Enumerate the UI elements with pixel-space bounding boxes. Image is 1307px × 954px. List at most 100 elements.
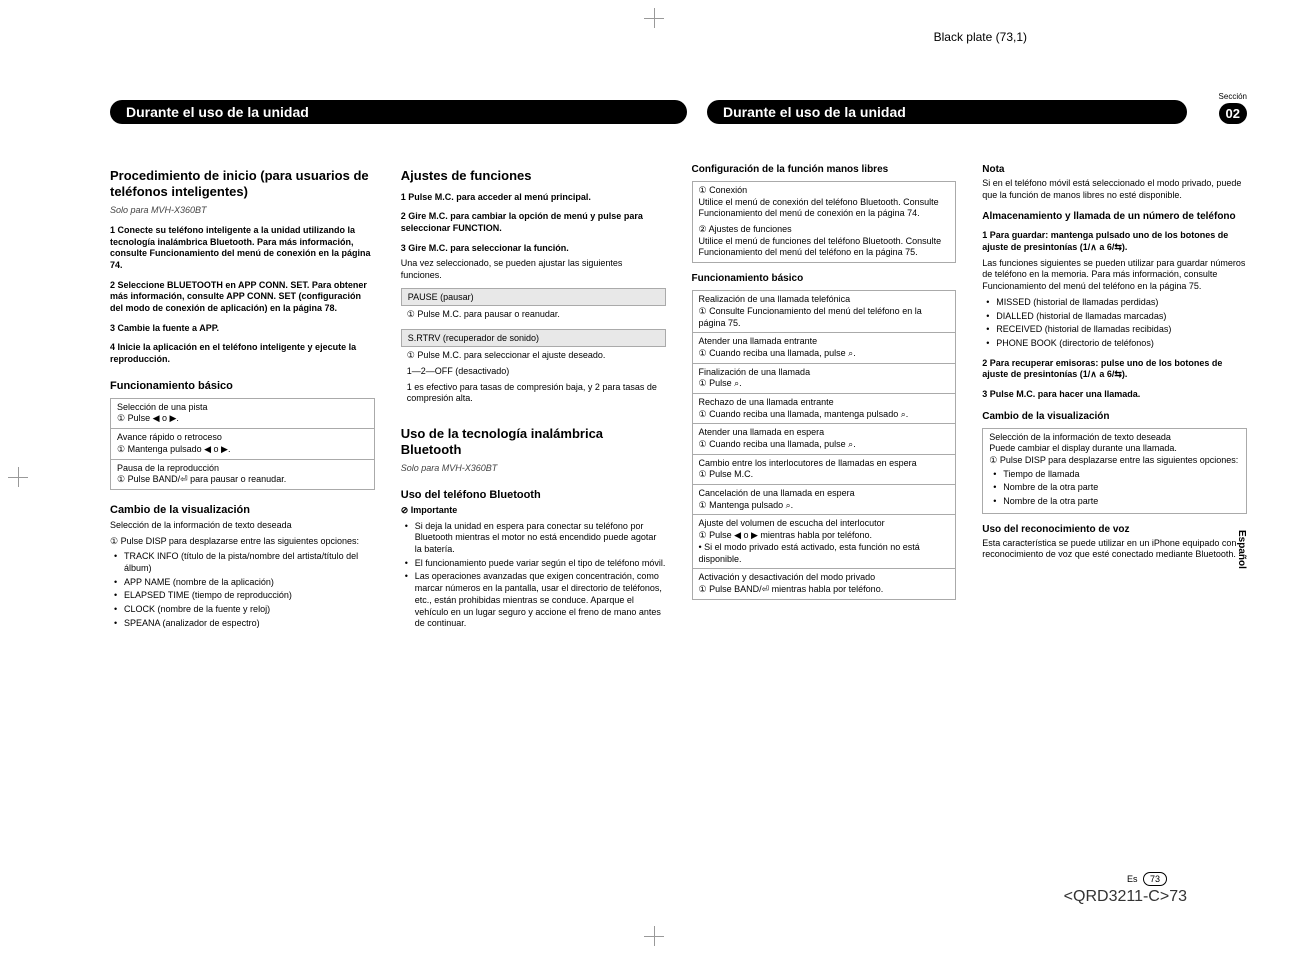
srtrv-r2: 1—2—OFF (desactivado)	[407, 366, 660, 378]
box-row: Avance rápido o retroceso ① Mantenga pul…	[111, 428, 374, 458]
op-body: ① Pulse BAND/⏎ mientras habla por teléfo…	[699, 584, 950, 596]
box-row-body: ① Pulse BAND/⏎ para pausar o reanudar.	[117, 474, 368, 486]
list-item: Tiempo de llamada	[1003, 469, 1240, 481]
col2-h2-bt: Uso de la tecnología inalámbrica Bluetoo…	[401, 426, 666, 457]
box-row-body: ① Mantenga pulsado ◀ o ▶.	[117, 444, 368, 456]
section-label-text: Sección	[1219, 92, 1247, 101]
col4-nota: Si en el teléfono móvil está seleccionad…	[982, 178, 1247, 201]
srtrv-body: ① Pulse M.C. para seleccionar el ajuste …	[401, 347, 666, 412]
list-item: CLOCK (nombre de la fuente y reloj)	[124, 604, 375, 616]
footer-pagenum: 73	[1143, 872, 1167, 886]
column-1: Procedimiento de inicio (para usuarios d…	[110, 154, 375, 632]
list-item: PHONE BOOK (directorio de teléfonos)	[996, 338, 1247, 350]
box-row: Realización de una llamada telefónica① C…	[693, 291, 956, 332]
col1-basic-box: Selección de una pista ① Pulse ◀ o ▶. Av…	[110, 398, 375, 490]
col4-h4-nota: Nota	[982, 164, 1247, 175]
header-row: Durante el uso de la unidad Durante el u…	[110, 100, 1247, 124]
list-item: SPEANA (analizador de espectro)	[124, 618, 375, 630]
srtrv-r3: 1 es efectivo para tasas de compresión b…	[407, 382, 660, 405]
col4-disp-box: Selección de la información de texto des…	[982, 428, 1247, 514]
config-box: ① Conexión Utilice el menú de conexión d…	[692, 181, 957, 263]
col1-disp-intro: Selección de la información de texto des…	[110, 520, 375, 532]
important-label: ⊘ Importante	[401, 505, 666, 517]
cfg-r2b: Utilice el menú de funciones del teléfon…	[699, 236, 950, 259]
col2-heading: Ajustes de funciones	[401, 168, 666, 184]
header-pill-right: Durante el uso de la unidad	[707, 100, 1187, 124]
col2-h3-phone: Uso del teléfono Bluetooth	[401, 489, 666, 501]
col1-step1: 1 Conecte su teléfono inteligente a la u…	[110, 225, 375, 272]
header-pill-left: Durante el uso de la unidad	[110, 100, 687, 124]
col1-step2: 2 Seleccione BLUETOOTH en APP CONN. SET.…	[110, 280, 375, 315]
op-title: Cambio entre los interlocutores de llama…	[699, 458, 950, 470]
box-row: Activación y desactivación del modo priv…	[693, 568, 956, 598]
footer-page: Es 73	[1127, 872, 1167, 886]
col1-step4: 4 Inicie la aplicación en el teléfono in…	[110, 342, 375, 365]
col4-h4-store: Almacenamiento y llamada de un número de…	[982, 211, 1247, 222]
srtrv-r1: ① Pulse M.C. para seleccionar el ajuste …	[407, 350, 660, 362]
col4-h4-display: Cambio de la visualización	[982, 411, 1247, 422]
box-row: Ajuste del volumen de escucha del interl…	[693, 514, 956, 568]
col1-h3-display: Cambio de la visualización	[110, 504, 375, 516]
disp-step: ① Pulse DISP para desplazarse entre las …	[989, 455, 1240, 467]
col2-bt-sub: Solo para MVH-X360BT	[401, 463, 666, 475]
pause-box: PAUSE (pausar)	[401, 288, 666, 306]
footer-code: <QRD3211-C>73	[1064, 888, 1187, 906]
box-row-title: Avance rápido o retroceso	[117, 432, 368, 444]
columns: Procedimiento de inicio (para usuarios d…	[110, 154, 1247, 632]
page-content: Sección 02 Durante el uso de la unidad D…	[110, 100, 1247, 904]
col4-disp-list: Tiempo de llamada Nombre de la otra part…	[989, 469, 1240, 508]
col1-h3-basic: Funcionamiento básico	[110, 380, 375, 392]
srtrv-box: S.RTRV (recuperador de sonido)	[401, 329, 666, 347]
important-list: Si deja la unidad en espera para conecta…	[401, 521, 666, 630]
col4-voice: Esta característica se puede utilizar en…	[982, 538, 1247, 561]
col3-h4-config: Configuración de la función manos libres	[692, 164, 957, 175]
col2-step3: 3 Gire M.C. para seleccionar la función.	[401, 243, 666, 255]
cfg-r1: ① Conexión	[699, 185, 950, 197]
box-row: Cambio entre los interlocutores de llama…	[693, 454, 956, 484]
op-body: ① Pulse M.C.	[699, 469, 950, 481]
column-4: Nota Si en el teléfono móvil está selecc…	[982, 154, 1247, 632]
language-tab: Español	[1236, 530, 1247, 569]
list-item: Nombre de la otra parte	[1003, 496, 1240, 508]
col3-h4-basic: Funcionamiento básico	[692, 273, 957, 284]
disp-title: Selección de la información de texto des…	[989, 432, 1240, 444]
srtrv-box-header: S.RTRV (recuperador de sonido)	[402, 330, 665, 346]
op-title: Cancelación de una llamada en espera	[699, 488, 950, 500]
list-item: Si deja la unidad en espera para conecta…	[415, 521, 666, 556]
box-row: Cancelación de una llamada en espera① Ma…	[693, 484, 956, 514]
op-title: Activación y desactivación del modo priv…	[699, 572, 950, 584]
col1-disp-list: TRACK INFO (título de la pista/nombre de…	[110, 551, 375, 629]
list-item: RECEIVED (historial de llamadas recibida…	[996, 324, 1247, 336]
box-row-title: Selección de una pista	[117, 402, 368, 414]
op-body: ① Consulte Funcionamiento del menú del t…	[699, 306, 950, 329]
list-item: MISSED (historial de llamadas perdidas)	[996, 297, 1247, 309]
col2-step3b: Una vez seleccionado, se pueden ajustar …	[401, 258, 666, 281]
box-row: Atender una llamada entrante① Cuando rec…	[693, 332, 956, 362]
op-title: Atender una llamada en espera	[699, 427, 950, 439]
col1-disp-step: ① Pulse DISP para desplazarse entre las …	[110, 536, 375, 548]
footer-lang: Es	[1127, 874, 1138, 884]
col2-step2: 2 Gire M.C. para cambiar la opción de me…	[401, 211, 666, 234]
col4-h4-voice: Uso del reconocimiento de voz	[982, 524, 1247, 535]
op-body: ① Pulse ⌕.	[699, 378, 950, 390]
box-row: Finalización de una llamada① Pulse ⌕.	[693, 363, 956, 393]
pause-box-row: ① Pulse M.C. para pausar o reanudar.	[401, 306, 666, 324]
section-badge: 02	[1219, 103, 1247, 124]
store-list: MISSED (historial de llamadas perdidas) …	[982, 297, 1247, 350]
op-title: Atender una llamada entrante	[699, 336, 950, 348]
disp-body: Puede cambiar el display durante una lla…	[989, 443, 1240, 455]
op-body: ① Cuando reciba una llamada, pulse ⌕.	[699, 348, 950, 360]
box-row: ① Conexión Utilice el menú de conexión d…	[693, 182, 956, 262]
col1-sub: Solo para MVH-X360BT	[110, 205, 375, 217]
op-body: ① Cuando reciba una llamada, pulse ⌕.	[699, 439, 950, 451]
column-2: Ajustes de funciones 1 Pulse M.C. para a…	[401, 154, 666, 632]
cfg-r2: ② Ajustes de funciones	[699, 224, 950, 236]
list-item: DIALLED (historial de llamadas marcadas)	[996, 311, 1247, 323]
col4-step1b: Las funciones siguientes se pueden utili…	[982, 258, 1247, 293]
pause-box-header: PAUSE (pausar)	[402, 289, 665, 305]
column-3: Configuración de la función manos libres…	[692, 154, 957, 632]
op-title: Rechazo de una llamada entrante	[699, 397, 950, 409]
list-item: TRACK INFO (título de la pista/nombre de…	[124, 551, 375, 574]
section-label: Sección 02	[1219, 92, 1247, 124]
op-body: ① Pulse ◀ o ▶ mientras habla por teléfon…	[699, 530, 950, 565]
